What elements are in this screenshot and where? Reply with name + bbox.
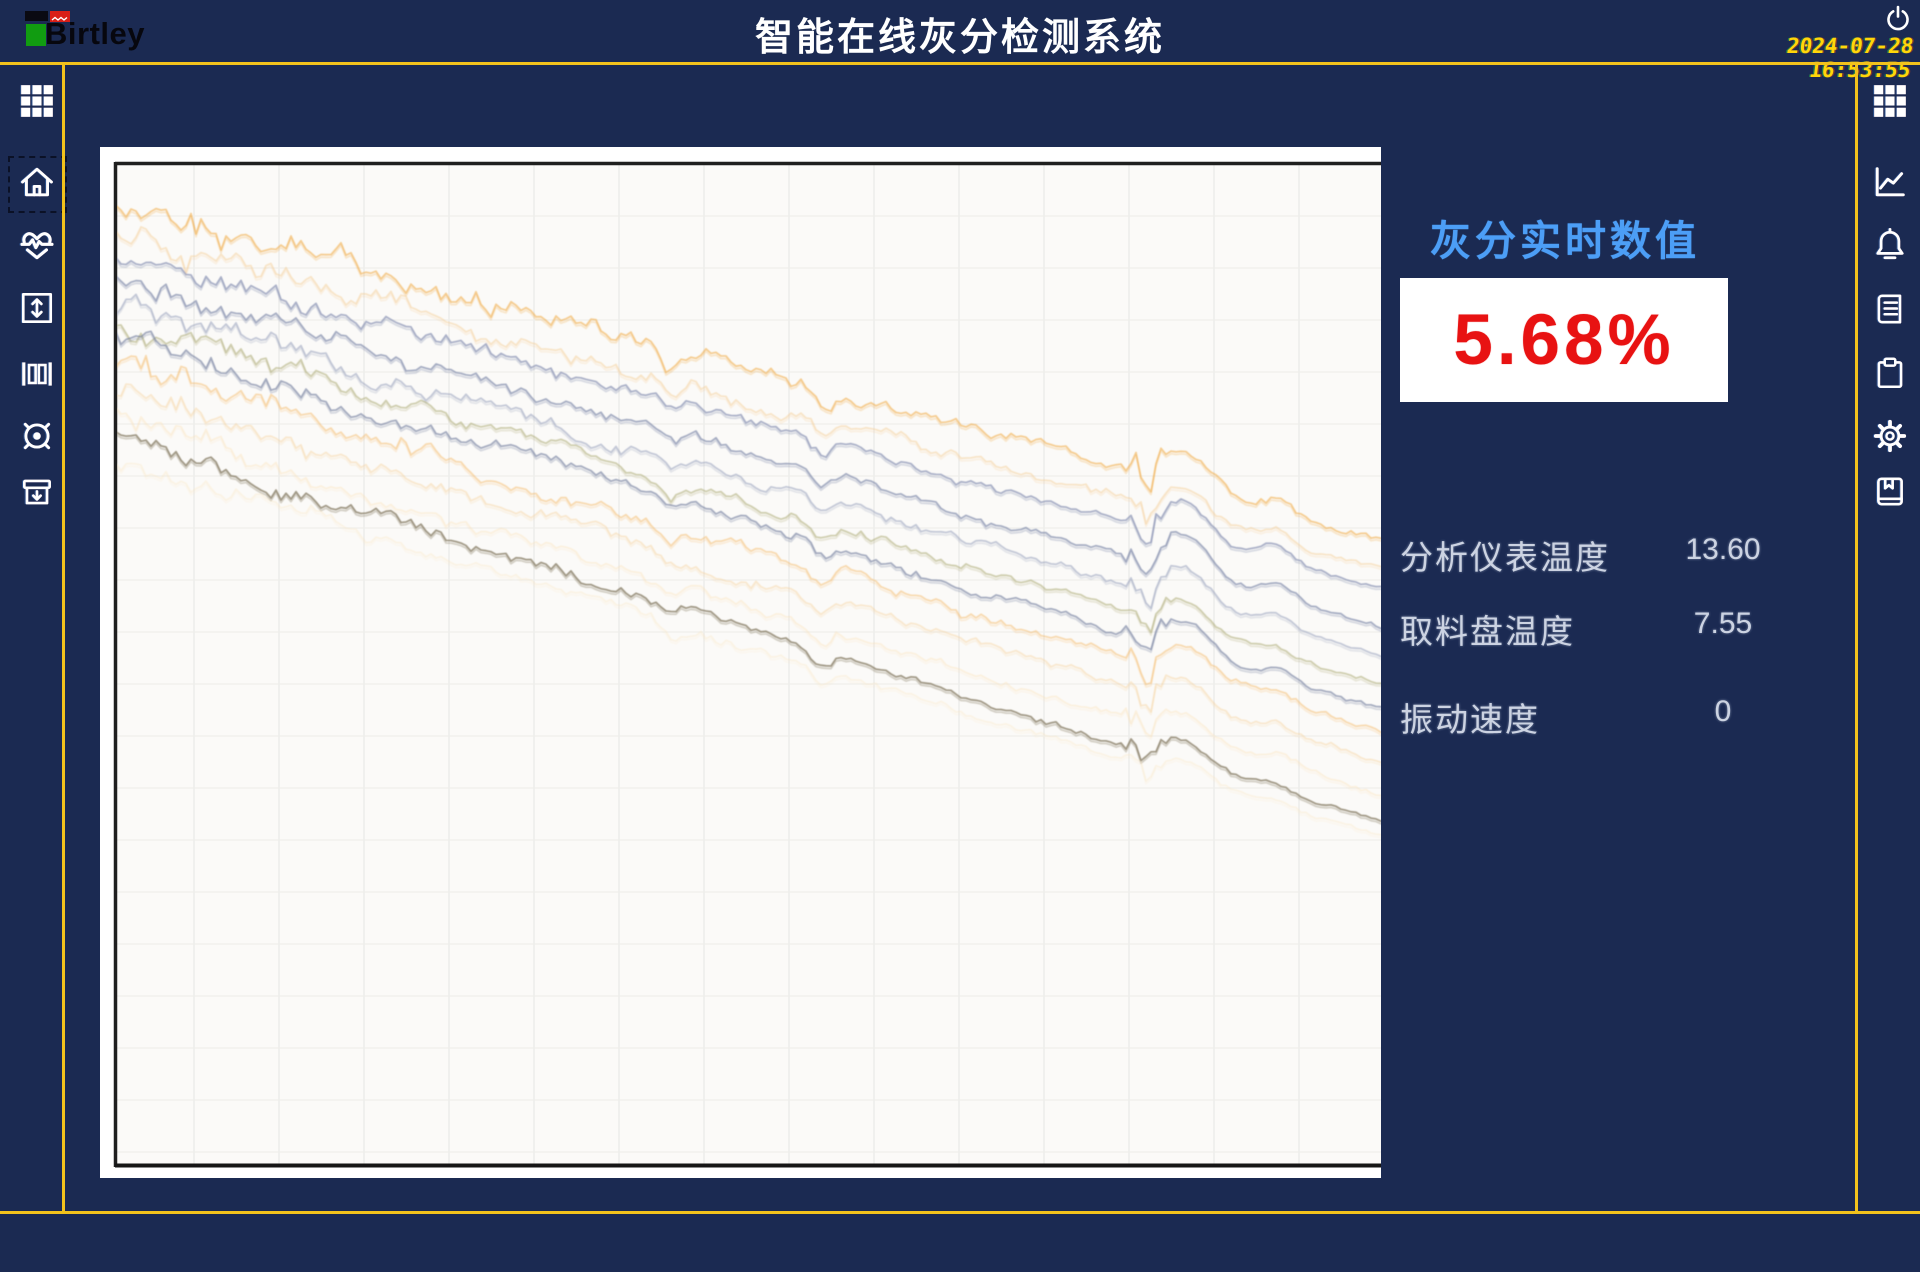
ash-trend-chart (100, 147, 1381, 1178)
reading-analyzer-temp: 分析仪表温度 13.60 (1400, 531, 1800, 576)
sidebar-item-settings[interactable] (1867, 413, 1913, 459)
selected-item-outline (8, 156, 67, 213)
reading-label: 振动速度 (1400, 701, 1540, 738)
reading-value: 13.60 (1685, 533, 1761, 566)
heart-pulse-icon (20, 232, 54, 260)
trace-08 (117, 357, 1381, 736)
info-panel: 灰分实时数值 5.68% 分析仪表温度 13.60 取料盘温度 7.55 振动速… (1400, 207, 1762, 767)
trace-10 (117, 407, 1381, 797)
trend-chart-icon (1875, 167, 1905, 197)
trace-06 (117, 324, 1381, 685)
sidebar-item-menu-grid-right[interactable] (1867, 78, 1913, 124)
logo-zigzag (51, 16, 68, 21)
frame-line-bottom (0, 1211, 1920, 1214)
ash-value-box: 5.68% (1400, 278, 1728, 402)
trace-10 (117, 410, 1381, 799)
trace-12 (117, 462, 1381, 836)
ash-trend-chart-panel (100, 147, 1381, 1178)
reading-label: 取料盘温度 (1400, 613, 1575, 650)
frame-line-top (0, 62, 1920, 65)
grid-icon (1874, 85, 1906, 117)
page-title: 智能在线灰分检测系统 (754, 17, 1165, 59)
logo-red-square (50, 11, 70, 22)
sidebar-item-health-monitor[interactable] (14, 223, 60, 269)
reading-value: 7.55 (1693, 607, 1753, 640)
report-icon (1877, 294, 1902, 324)
trace-09 (117, 383, 1381, 764)
columns-icon (22, 362, 52, 386)
sidebar-item-target-calibrate[interactable] (14, 413, 60, 459)
trace-07 (117, 333, 1381, 711)
sidebar-item-archive[interactable] (14, 469, 60, 515)
trace-01 (117, 205, 1381, 540)
trace-12 (117, 465, 1381, 839)
sidebar-item-manual[interactable] (1867, 469, 1913, 515)
trace-11 (117, 434, 1381, 825)
header: Birtley 智能在线灰分检测系统 2024-07-28 16:53:55 (0, 0, 1920, 82)
trace-03 (117, 260, 1381, 591)
sidebar-item-alarms[interactable] (1867, 222, 1913, 268)
realtime-ash-title: 灰分实时数值 (1430, 218, 1700, 264)
sidebar-item-material-gate[interactable] (14, 351, 60, 397)
trace-01 (117, 207, 1381, 542)
power-icon (1887, 5, 1909, 31)
bell-icon (1876, 228, 1904, 260)
reading-label: 分析仪表温度 (1400, 539, 1610, 576)
ash-value: 5.68% (1453, 300, 1675, 380)
reading-tray-temp: 取料盘温度 7.55 (1400, 605, 1800, 650)
trace-07 (117, 330, 1381, 708)
sidebar-item-level-adjust[interactable] (14, 285, 60, 331)
trace-02 (117, 228, 1381, 571)
logo-green-square (26, 24, 46, 46)
logo-black-square (25, 11, 48, 21)
book-icon (1877, 477, 1903, 506)
reading-vibration-speed: 振动速度 0 (1400, 693, 1800, 738)
target-icon (23, 422, 51, 450)
archive-icon (23, 479, 51, 505)
logo-text: Birtley (45, 16, 145, 51)
trace-04 (117, 275, 1381, 630)
brand-logo: Birtley (25, 8, 205, 54)
trace-05 (117, 293, 1381, 658)
home-icon (21, 167, 53, 197)
trace-08 (117, 354, 1381, 734)
power-button[interactable] (1884, 4, 1912, 32)
frame-line-left (62, 62, 65, 1214)
reading-value: 0 (1714, 695, 1732, 728)
sidebar-item-trend-chart[interactable] (1867, 159, 1913, 205)
gear-icon (1873, 419, 1907, 453)
clipboard-icon (1877, 357, 1903, 388)
trace-03 (117, 257, 1381, 588)
grid-icon (21, 85, 53, 117)
sidebar-item-menu-grid[interactable] (14, 78, 60, 124)
footer (0, 1214, 1920, 1272)
trace-09 (117, 385, 1381, 766)
sidebar-item-reports[interactable] (1867, 286, 1913, 332)
frame-line-right (1855, 62, 1858, 1214)
trace-04 (117, 278, 1381, 633)
sidebar-item-records[interactable] (1867, 350, 1913, 396)
trace-11 (117, 431, 1381, 823)
trace-06 (117, 326, 1381, 687)
trace-05 (117, 296, 1381, 660)
trace-02 (117, 226, 1381, 568)
datetime-display: 2024-07-28 16:53:55 (1785, 34, 1915, 82)
sidebar-item-home[interactable] (14, 159, 60, 205)
vertical-resize-icon (21, 292, 53, 324)
